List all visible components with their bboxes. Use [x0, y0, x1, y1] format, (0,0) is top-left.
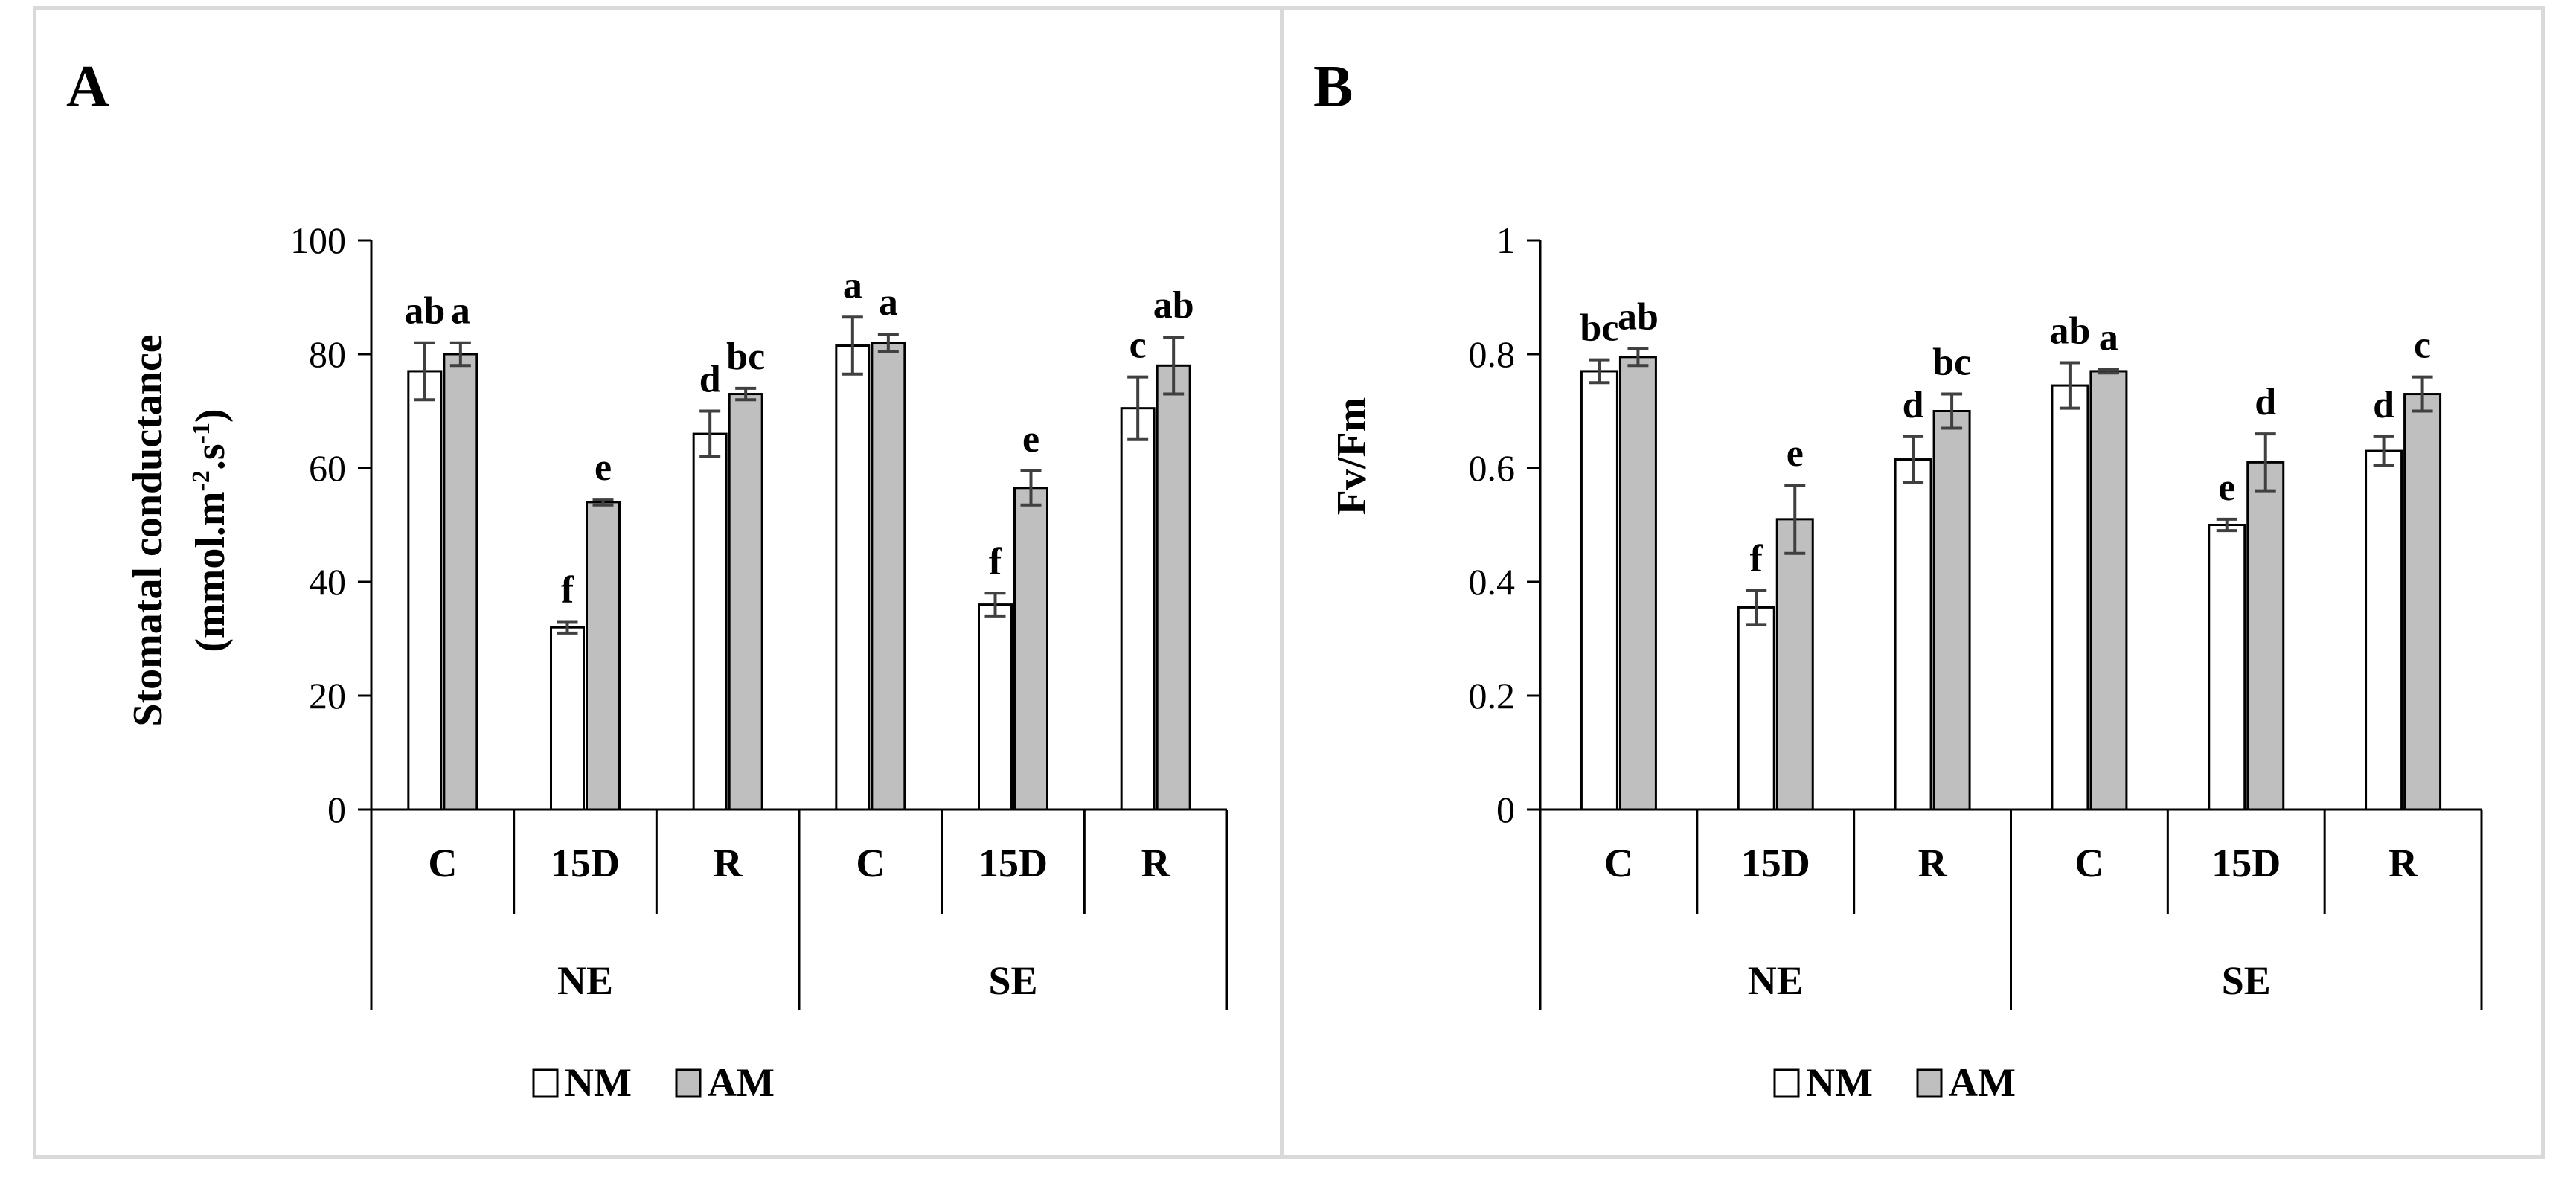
y-tick-label: 60 [309, 447, 346, 489]
y-axis-label-a: Stomatal conductance [125, 334, 171, 726]
x-category-label: 15D [551, 841, 620, 885]
significance-label: e [2218, 467, 2235, 509]
legend-swatch-am [1916, 1068, 1943, 1098]
legend-swatch-nm [1773, 1068, 1800, 1098]
bar-nm [1580, 370, 1618, 811]
significance-label: ab [404, 290, 445, 333]
y-axis-units-a: (mmol.m-2.s-1) [188, 408, 234, 652]
y-tick-label: 40 [309, 561, 346, 603]
x-category-label: R [714, 841, 743, 885]
bar-am [2246, 461, 2285, 811]
legend-label-nm: NM [565, 1060, 632, 1105]
x-category-label: C [856, 841, 885, 885]
legend-b: NM AM [1773, 1060, 2016, 1105]
significance-label: d [2373, 384, 2394, 426]
y-tick-label: 80 [309, 333, 346, 375]
legend-label-am: AM [1949, 1060, 2016, 1105]
significance-label: ab [2049, 310, 2090, 352]
bar-am [2403, 393, 2442, 811]
panel-label-a: A [66, 54, 109, 120]
significance-label: d [1903, 384, 1924, 426]
significance-label: bc [1932, 342, 1971, 384]
x-group-label: NE [557, 958, 613, 1003]
legend-label-nm: NM [1806, 1060, 1873, 1105]
bar-am [1013, 487, 1048, 811]
bar-nm [692, 432, 728, 811]
y-tick-label: 0.2 [1469, 675, 1516, 717]
bar-am [586, 501, 621, 811]
y-tick-label: 1 [1496, 219, 1515, 261]
legend-swatch-nm [532, 1068, 559, 1098]
bar-am [1618, 356, 1657, 811]
x-category-label: 15D [2211, 841, 2281, 885]
bar-am [1775, 518, 1814, 811]
x-category-label: 15D [1741, 841, 1810, 885]
bar-nm [978, 603, 1013, 811]
significance-label: ab [1618, 295, 1659, 338]
y-tick-label: 0 [1496, 789, 1515, 830]
bar-am [1156, 364, 1191, 811]
legend-label-am: AM [708, 1060, 775, 1105]
x-category-label: R [1918, 841, 1948, 885]
bar-nm [1120, 407, 1156, 811]
bar-nm [1894, 458, 1932, 811]
bar-nm [835, 344, 871, 811]
bar-am [871, 342, 906, 811]
x-category-label: C [428, 841, 457, 885]
bar-nm [550, 626, 585, 811]
y-axis-label-b: Fv/Fm [1329, 397, 1375, 516]
significance-label: ab [1153, 284, 1194, 327]
significance-label: e [1787, 432, 1804, 475]
significance-label: f [561, 569, 574, 612]
x-category-label: C [2074, 841, 2104, 885]
panel-label-b: B [1313, 54, 1353, 120]
significance-label: a [843, 264, 862, 307]
bar-nm [2051, 384, 2089, 811]
significance-label: d [2255, 381, 2276, 423]
significance-label: a [2099, 317, 2118, 359]
y-tick-label: 20 [309, 675, 346, 717]
significance-label: f [989, 540, 1002, 583]
x-category-label: R [2388, 841, 2418, 885]
legend-swatch-am [675, 1068, 702, 1098]
significance-label: c [2414, 324, 2431, 367]
significance-label: e [1022, 418, 1039, 461]
bar-am [2089, 370, 2128, 811]
bar-am [1932, 410, 1971, 811]
significance-label: bc [726, 336, 765, 378]
chart-panel-a: A Stomatal conductance (mmol.m-2.s-1) 0 2… [33, 6, 1290, 1159]
x-category-label: C [1604, 841, 1633, 885]
significance-label: e [595, 446, 612, 489]
x-group-label: NE [1748, 958, 1804, 1003]
significance-label: a [451, 290, 470, 333]
x-category-label: 15D [978, 841, 1048, 885]
x-category-label: R [1141, 841, 1171, 885]
bar-am [728, 393, 763, 811]
significance-label: d [699, 359, 721, 401]
significance-label: bc [1580, 307, 1618, 350]
y-tick-label: 100 [290, 219, 346, 261]
significance-label: a [879, 281, 898, 324]
chart-a-svg: A Stomatal conductance (mmol.m-2.s-1) 0 2… [66, 54, 1228, 1105]
y-tick-label: 0.8 [1469, 333, 1516, 375]
x-group-label: SE [988, 958, 1037, 1003]
y-tick-label: 0.4 [1469, 561, 1516, 603]
bar-nm [407, 370, 443, 811]
bar-am [443, 353, 478, 811]
chart-b-svg: B Fv/Fm 0 0.2 0.4 0.6 0.8 1 C 15D R C 15D R NE SE bc f d… [1313, 54, 2483, 1105]
y-tick-label: 0.6 [1469, 447, 1516, 489]
significance-label: f [1750, 537, 1763, 580]
chart-panel-b: B Fv/Fm 0 0.2 0.4 0.6 0.8 1 C 15D R C 15D R NE SE bc f d… [1280, 6, 2545, 1159]
x-group-label: SE [2222, 958, 2271, 1003]
bar-nm [2365, 449, 2403, 811]
bar-nm [2208, 524, 2246, 811]
y-tick-label: 0 [327, 789, 346, 830]
legend-a: NM AM [532, 1060, 775, 1105]
bar-nm [1737, 606, 1775, 811]
significance-label: c [1130, 324, 1147, 367]
